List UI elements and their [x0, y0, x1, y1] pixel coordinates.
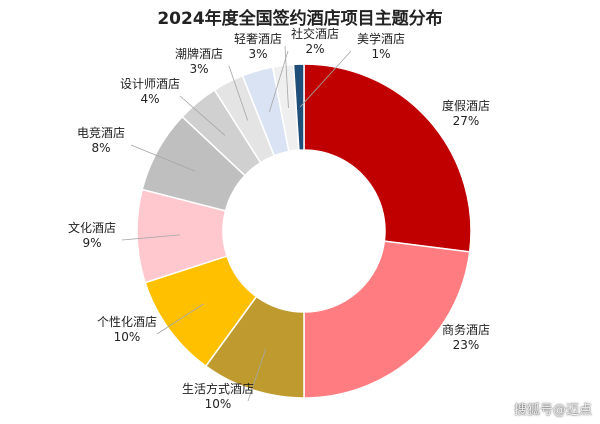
slice-2: [303, 240, 471, 399]
leader-line-6: [130, 144, 196, 172]
slice-percent-11: 1%: [371, 47, 390, 61]
donut-slices: [136, 63, 472, 399]
slice-name-10: 社交酒店: [291, 26, 339, 41]
slice-percent-6: 8%: [91, 141, 110, 155]
slice-percent-4: 10%: [114, 330, 141, 344]
slice-name-2: 商务酒店: [442, 322, 490, 337]
leader-line-10: [284, 45, 289, 109]
slice-name-8: 潮牌酒店: [175, 46, 223, 61]
slice-percent-1: 27%: [453, 114, 480, 128]
slice-name-9: 轻奢酒店: [234, 32, 282, 46]
leader-line-9: [269, 50, 289, 113]
slice-name-4: 个性化酒店: [97, 315, 157, 329]
leader-line-11: [299, 50, 352, 108]
chart-title: 2024年度全国签约酒店项目主题分布: [157, 9, 443, 29]
slice-percent-7: 4%: [140, 92, 159, 106]
watermark: 搜狐号@迈点: [513, 403, 592, 418]
slice-name-5: 文化酒店: [68, 220, 116, 235]
slice-percent-3: 10%: [205, 397, 232, 411]
slice-percent-8: 3%: [189, 62, 208, 76]
slice-name-11: 美学酒店: [357, 31, 405, 46]
slice-name-1: 度假酒店: [442, 98, 490, 113]
leader-line-3: [247, 348, 267, 402]
slice-percent-5: 9%: [82, 236, 101, 250]
leader-line-4: [156, 303, 204, 335]
slice-percent-2: 23%: [453, 338, 480, 352]
slice-percent-9: 3%: [248, 47, 267, 61]
slice-1: [303, 63, 472, 253]
leader-line-5: [121, 234, 181, 241]
slice-11: [292, 63, 305, 151]
slice-percent-10: 2%: [305, 42, 324, 56]
slice-name-7: 设计师酒店: [120, 77, 180, 91]
slice-name-6: 电竞酒店: [77, 126, 125, 140]
slice-name-3: 生活方式酒店: [182, 381, 254, 396]
slice-labels: 度假酒店27%商务酒店23%生活方式酒店10%个性化酒店10%文化酒店9%电竞酒…: [68, 26, 490, 411]
leader-line-8: [228, 65, 249, 121]
leader-line-7: [179, 95, 226, 136]
